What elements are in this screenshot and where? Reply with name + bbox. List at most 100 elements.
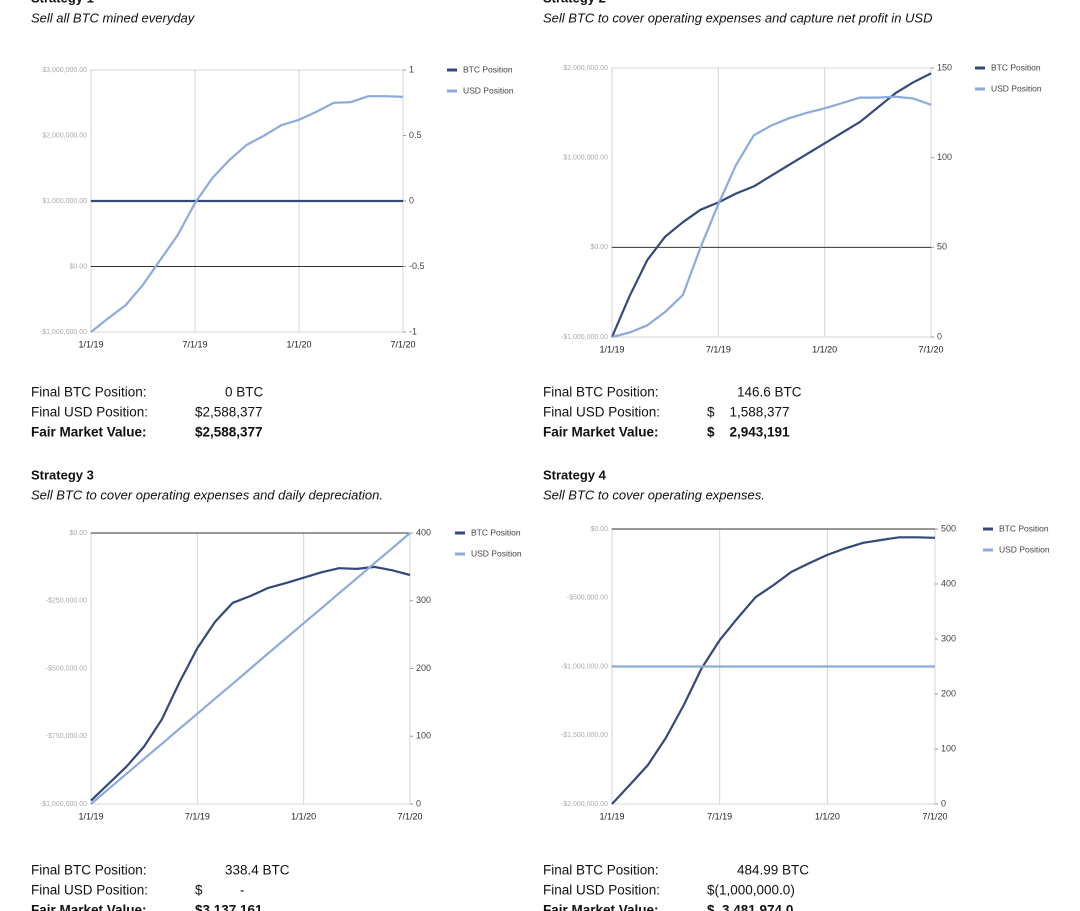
legend-label: BTC Position xyxy=(463,64,513,74)
y2-tick-label: 150 xyxy=(937,62,952,72)
y-tick-label: $0.00 xyxy=(69,263,87,270)
y2-tick-label: -1 xyxy=(409,326,417,336)
summary-label: Final BTC Position: xyxy=(543,863,659,878)
y2-tick-label: 400 xyxy=(416,527,431,537)
summary-label: Final BTC Position: xyxy=(31,385,147,400)
summary-label: Fair Market Value: xyxy=(31,903,147,911)
chart-subtitle: Sell BTC to cover operating expenses. xyxy=(543,487,765,502)
legend-swatch xyxy=(447,89,457,93)
summary-value: $(1,000,000.0) xyxy=(707,883,795,898)
summary-label: Final USD Position: xyxy=(543,405,660,420)
x-tick-label: 1/1/19 xyxy=(78,339,103,349)
x-tick-label: 1/1/20 xyxy=(286,339,311,349)
summary-value: $ 1,588,377 xyxy=(707,405,790,420)
y2-tick-label: 0 xyxy=(941,798,946,808)
series-line xyxy=(610,72,932,338)
legend-label: BTC Position xyxy=(471,527,521,537)
y2-tick-label: -0.5 xyxy=(409,261,425,271)
summary-value: $ 3,481,974.0 xyxy=(707,903,793,911)
x-tick-label: 1/1/19 xyxy=(599,344,624,354)
summary-value: $ 2,943,191 xyxy=(707,425,790,440)
legend-label: BTC Position xyxy=(999,523,1049,533)
summary-label: Fair Market Value: xyxy=(31,425,147,440)
x-tick-label: 7/1/20 xyxy=(397,811,422,821)
y2-tick-label: 0.5 xyxy=(409,130,422,140)
x-tick-label: 1/1/19 xyxy=(78,811,103,821)
series-line xyxy=(90,95,404,333)
y2-tick-label: 200 xyxy=(416,663,431,673)
x-tick-label: 7/1/19 xyxy=(706,344,731,354)
legend-swatch xyxy=(447,68,457,72)
summary-label: Fair Market Value: xyxy=(543,425,659,440)
y-tick-label: -$500,000.00 xyxy=(46,665,87,672)
summary-value: $2,588,377 xyxy=(195,405,263,420)
y-tick-label: $1,000,000.00 xyxy=(563,155,608,162)
legend-swatch xyxy=(983,548,993,552)
x-tick-label: 7/1/20 xyxy=(918,344,943,354)
plot-frame xyxy=(611,67,932,338)
x-tick-label: 7/1/19 xyxy=(185,811,210,821)
summary-value: $2,588,377 xyxy=(195,425,263,440)
chart-subtitle: Sell all BTC mined everyday xyxy=(31,10,196,25)
y-tick-label: -$1,000,000.00 xyxy=(561,334,608,341)
chart-subtitle: Sell BTC to cover operating expenses and… xyxy=(543,10,933,25)
summary-label: Final BTC Position: xyxy=(31,863,147,878)
summary-label: Final USD Position: xyxy=(31,883,148,898)
x-tick-label: 1/1/20 xyxy=(812,344,837,354)
y-tick-label: $0.00 xyxy=(69,530,87,537)
x-tick-label: 1/1/19 xyxy=(599,811,624,821)
x-tick-label: 1/1/20 xyxy=(291,811,316,821)
y-tick-label: $0.00 xyxy=(590,526,608,533)
x-tick-label: 7/1/19 xyxy=(707,811,732,821)
legend-label: USD Position xyxy=(463,85,514,95)
legend-swatch xyxy=(975,87,985,91)
y-tick-label: $2,000,000.00 xyxy=(563,65,608,72)
y2-tick-label: 0 xyxy=(937,331,942,341)
y2-tick-label: 50 xyxy=(937,242,947,252)
summary-label: Final USD Position: xyxy=(31,405,148,420)
y2-tick-label: 0 xyxy=(409,195,414,205)
summary-value: $ - xyxy=(195,883,245,898)
legend-swatch xyxy=(983,527,993,531)
summary-value: 0 BTC xyxy=(225,385,264,400)
summary-label: Final USD Position: xyxy=(543,883,660,898)
y2-tick-label: 200 xyxy=(941,688,956,698)
summary-label: Fair Market Value: xyxy=(543,903,659,911)
x-tick-label: 7/1/19 xyxy=(182,339,207,349)
y2-tick-label: 500 xyxy=(941,523,956,533)
legend-label: BTC Position xyxy=(991,62,1041,72)
legend-label: USD Position xyxy=(991,83,1042,93)
y2-tick-label: 100 xyxy=(416,731,431,741)
x-tick-label: 1/1/20 xyxy=(815,811,840,821)
y2-tick-label: 100 xyxy=(937,152,952,162)
y-tick-label: -$500,000.00 xyxy=(567,595,608,602)
summary-label: Final BTC Position: xyxy=(543,385,659,400)
y-tick-label: -$250,000.00 xyxy=(46,598,87,605)
series-line xyxy=(90,532,411,805)
y-tick-label: -$750,000.00 xyxy=(46,733,87,740)
x-tick-label: 7/1/20 xyxy=(922,811,947,821)
y-tick-label: $3,000,000.00 xyxy=(42,67,87,74)
y-tick-label: -$1,500,000.00 xyxy=(561,732,608,739)
y2-tick-label: 1 xyxy=(409,64,414,74)
series-line xyxy=(611,536,936,805)
legend-swatch xyxy=(455,552,465,556)
y2-tick-label: 0 xyxy=(416,798,421,808)
summary-value: 338.4 BTC xyxy=(225,863,290,878)
legend-label: USD Position xyxy=(999,544,1050,554)
legend-swatch xyxy=(975,66,985,70)
y2-tick-label: 300 xyxy=(941,633,956,643)
legend-label: USD Position xyxy=(471,548,522,558)
chart-subtitle: Sell BTC to cover operating expenses and… xyxy=(31,487,383,502)
summary-value: 146.6 BTC xyxy=(737,385,802,400)
y2-tick-label: 100 xyxy=(941,743,956,753)
y-tick-label: $0.00 xyxy=(590,244,608,251)
chart-title: Strategy 2 xyxy=(543,0,606,5)
y-tick-label: -$1,000,000.00 xyxy=(561,663,608,670)
y-tick-label: -$2,000,000.00 xyxy=(561,801,608,808)
chart-title: Strategy 4 xyxy=(543,467,607,482)
legend-swatch xyxy=(455,531,465,535)
y-tick-label: $2,000,000.00 xyxy=(42,132,87,139)
y2-tick-label: 400 xyxy=(941,578,956,588)
